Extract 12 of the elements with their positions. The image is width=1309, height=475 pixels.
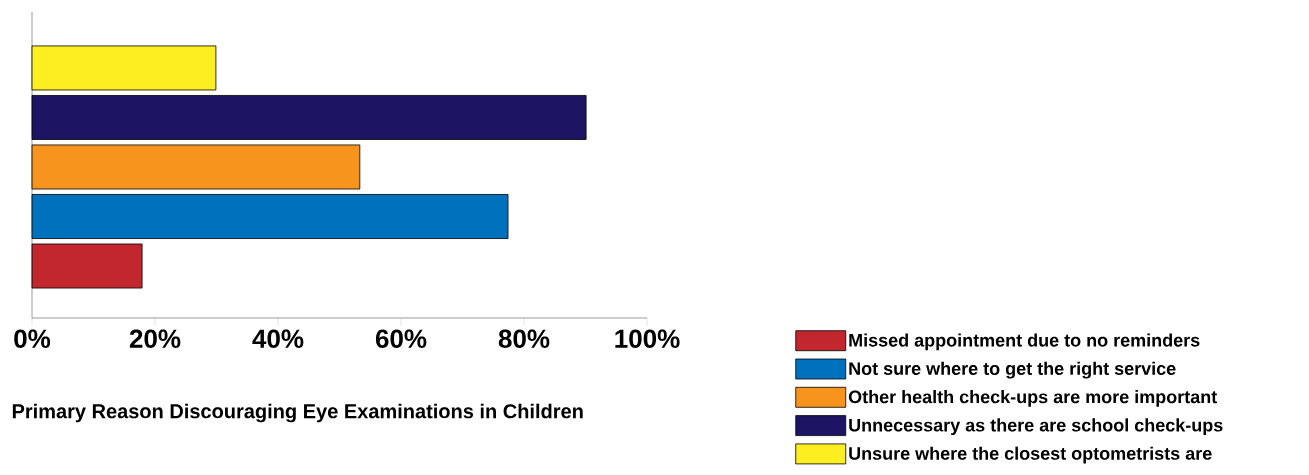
x-tick-label: 20% (129, 329, 181, 348)
text: Primary Reason Discouraging Eye Examinations in Children (12, 403, 583, 423)
legend-label: Unnecessary as there are school check-ups (849, 418, 1223, 436)
x-tick-label: 80% (498, 329, 550, 348)
x-tick-label: 60% (375, 329, 427, 348)
legend-label: Not sure where to get the right service (849, 361, 1176, 379)
legend-label: Missed appointment due to no reminders (849, 333, 1200, 351)
x-tick-label: 40% (252, 329, 304, 348)
legend-label: Other health check-ups are more important (848, 390, 1217, 407)
legend-label: Unsure where the closest optometrists are (849, 446, 1212, 464)
x-tick-label: 0% (14, 329, 51, 348)
x-tick-label: 100% (615, 329, 680, 348)
